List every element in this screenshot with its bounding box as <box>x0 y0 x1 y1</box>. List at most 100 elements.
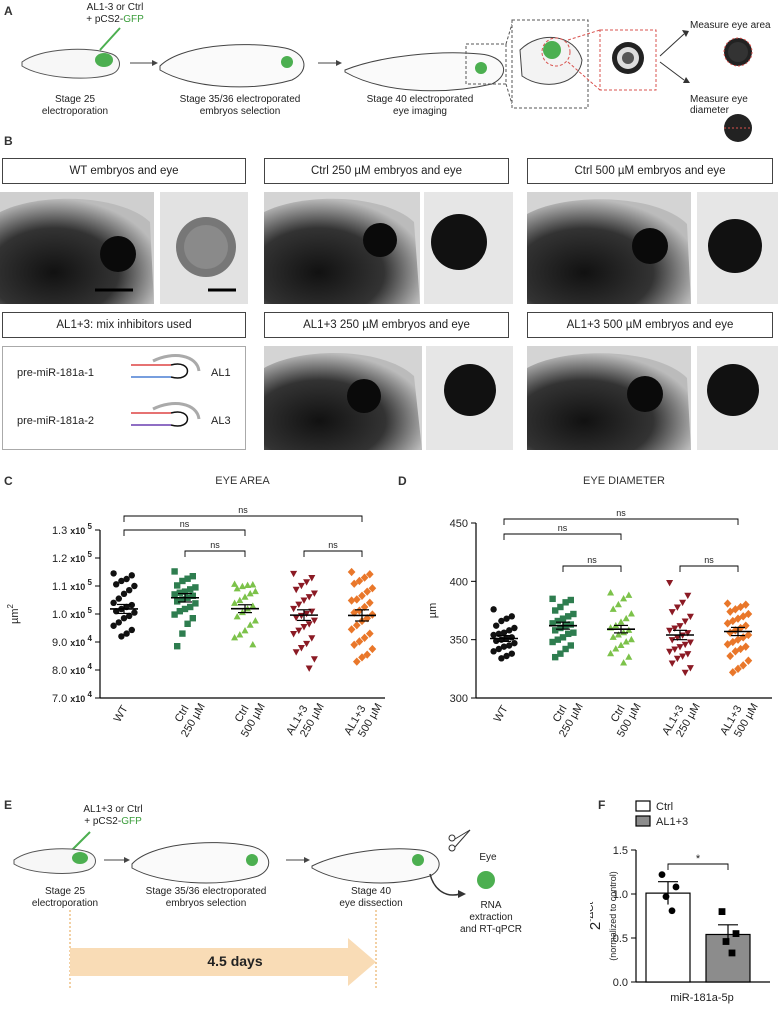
data-point <box>174 643 181 650</box>
al13-500-title-box: AL1+3 500 µM embryos and eye <box>527 312 773 338</box>
measure-area-label: Measure eye area <box>690 20 771 31</box>
data-point <box>192 600 199 607</box>
chart-title: EYE AREA <box>215 475 270 487</box>
stage40-caption-e: Stage 40 eye dissection <box>339 886 403 909</box>
ctrl500-photos <box>527 192 778 304</box>
x-tick-label: AL1+3250 µM <box>284 695 327 740</box>
embryo-stage25-drawing-e <box>13 848 96 874</box>
data-point <box>249 640 257 648</box>
x-tick-label: WT <box>492 703 511 724</box>
data-point <box>625 653 633 660</box>
y-tick-label: 9.0 x10 4 <box>52 634 93 649</box>
data-point <box>557 624 564 632</box>
data-point <box>171 591 178 598</box>
data-point <box>290 631 298 638</box>
data-point <box>617 618 625 625</box>
data-point <box>557 603 564 611</box>
data-point <box>681 669 689 677</box>
data-point <box>503 615 510 622</box>
panel-e-injection-label: AL1+3 or Ctrl + pCS2-GFP <box>83 804 143 827</box>
data-point <box>684 651 692 658</box>
data-point <box>123 575 130 583</box>
data-point <box>355 576 364 586</box>
data-point <box>622 614 630 622</box>
data-point <box>249 602 257 609</box>
data-point <box>126 587 133 594</box>
data-point <box>236 631 244 638</box>
data-point <box>128 601 135 609</box>
data-point <box>668 907 676 915</box>
series-group <box>231 580 259 648</box>
data-point <box>358 591 366 600</box>
data-point <box>290 570 298 578</box>
y-tick-label: 8.0 x10 4 <box>52 662 93 677</box>
panel-a-injection-label: AL1-3 or Ctrl + pCS2-GFP <box>70 2 160 26</box>
data-point <box>612 645 620 652</box>
data-point <box>347 567 356 577</box>
data-point <box>570 629 577 636</box>
data-point <box>672 883 680 891</box>
data-point <box>490 648 497 655</box>
series-group <box>110 570 138 640</box>
panel-label-f: F <box>598 798 606 812</box>
data-point <box>668 609 676 616</box>
data-point <box>233 584 241 592</box>
data-point <box>174 598 181 605</box>
data-point <box>300 597 308 604</box>
data-point <box>739 612 748 621</box>
data-point <box>673 655 681 663</box>
mir181-bar-chart: 0.0 0.5 1.0 1.5 2-ΔCt (normalized to control)… <box>590 800 770 1004</box>
data-point <box>722 938 730 945</box>
data-point <box>490 631 497 639</box>
data-point <box>128 572 135 579</box>
data-point <box>365 570 374 579</box>
injection-line1: AL1-3 or Ctrl <box>86 2 144 13</box>
data-point <box>360 573 369 582</box>
data-point <box>233 612 241 620</box>
data-point <box>110 622 117 629</box>
data-point <box>171 611 178 618</box>
comparison-label: ns <box>328 540 338 550</box>
duration-label: 4.5 days <box>207 953 263 969</box>
x-tick-label: AL1+3500 µM <box>718 695 761 740</box>
series-group <box>607 589 635 666</box>
panel-label-a: A <box>4 4 13 18</box>
data-point <box>562 599 569 606</box>
data-point <box>508 613 515 620</box>
data-point <box>614 600 622 608</box>
data-point <box>295 627 303 635</box>
data-point <box>681 641 689 649</box>
data-point <box>736 602 745 612</box>
data-point <box>718 908 726 915</box>
data-point <box>363 587 372 596</box>
data-point <box>744 630 753 640</box>
stage25-caption-e: Stage 25 electroporation <box>31 886 99 909</box>
panel-label-e: E <box>4 798 13 812</box>
data-point <box>310 656 318 663</box>
data-point <box>113 581 120 588</box>
inhibitor1-precursor: pre-miR-181a-1 <box>17 367 95 379</box>
x-tick-label: AL1+3500 µM <box>342 695 385 740</box>
data-point <box>567 596 574 604</box>
inhibitor2-precursor: pre-miR-181a-2 <box>17 415 95 427</box>
data-point <box>511 624 518 632</box>
y-tick-label: 1.3 x10 5 <box>52 522 93 537</box>
data-point <box>726 651 735 661</box>
stage25-caption: Stage 25 electroporation <box>41 94 109 117</box>
data-point <box>614 631 622 638</box>
data-point <box>231 599 239 606</box>
data-point <box>684 592 692 600</box>
data-point <box>622 638 630 645</box>
comparison-bracket <box>667 863 729 870</box>
data-point <box>668 660 676 667</box>
data-point <box>305 665 313 672</box>
data-point <box>174 582 181 589</box>
data-point <box>244 581 252 588</box>
data-point <box>732 930 740 937</box>
data-point <box>179 596 186 603</box>
legend-swatch-ctrl <box>635 800 651 812</box>
comparison-label: ns <box>587 555 597 565</box>
data-point <box>249 581 257 588</box>
comparison-bracket <box>503 518 739 525</box>
data-point <box>666 627 674 635</box>
